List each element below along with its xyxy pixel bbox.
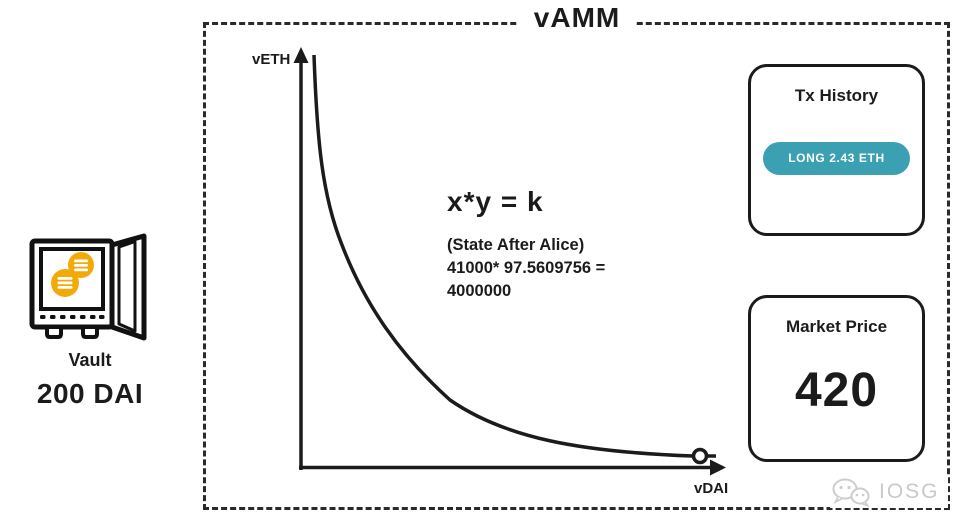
y-axis bbox=[293, 47, 309, 470]
vault-section: Vault 200 DAI bbox=[20, 233, 160, 410]
watermark: IOSG bbox=[830, 476, 948, 508]
formula-annotation: x*y = k (State After Alice) 41000* 97.56… bbox=[447, 186, 605, 303]
coin-icon bbox=[51, 269, 79, 297]
vault-door bbox=[109, 233, 147, 341]
y-axis-label: vETH bbox=[252, 51, 291, 68]
state-equation-line1: 41000* 97.5609756 = bbox=[447, 259, 606, 277]
tx-history-entry-badge: LONG 2.43 ETH bbox=[763, 142, 910, 175]
market-price-card: Market Price 420 bbox=[748, 295, 925, 462]
vault-label: Vault bbox=[68, 350, 112, 370]
state-equation-line2: 4000000 bbox=[447, 282, 512, 300]
x-axis-label: vDAI bbox=[694, 480, 729, 497]
market-price-title: Market Price bbox=[785, 317, 888, 336]
state-caption: (State After Alice) bbox=[447, 236, 585, 254]
formula-text: x*y = k bbox=[447, 186, 544, 217]
x-axis bbox=[299, 459, 726, 476]
vamm-title: vAMM bbox=[517, 2, 637, 34]
tx-history-card: Tx History LONG 2.43 ETH bbox=[748, 64, 925, 236]
wechat-icon bbox=[832, 478, 870, 507]
vault-icon bbox=[29, 233, 147, 341]
vault-dial-dots bbox=[40, 315, 105, 319]
curve-endpoint-marker bbox=[691, 447, 709, 465]
tx-history-title: Tx History bbox=[794, 86, 879, 105]
coin-icon bbox=[68, 252, 94, 278]
vault-amount: 200 DAI bbox=[36, 378, 144, 409]
market-price-value: 420 bbox=[794, 364, 879, 417]
watermark-text: IOSG bbox=[879, 480, 940, 503]
xy-k-curve bbox=[312, 54, 694, 458]
